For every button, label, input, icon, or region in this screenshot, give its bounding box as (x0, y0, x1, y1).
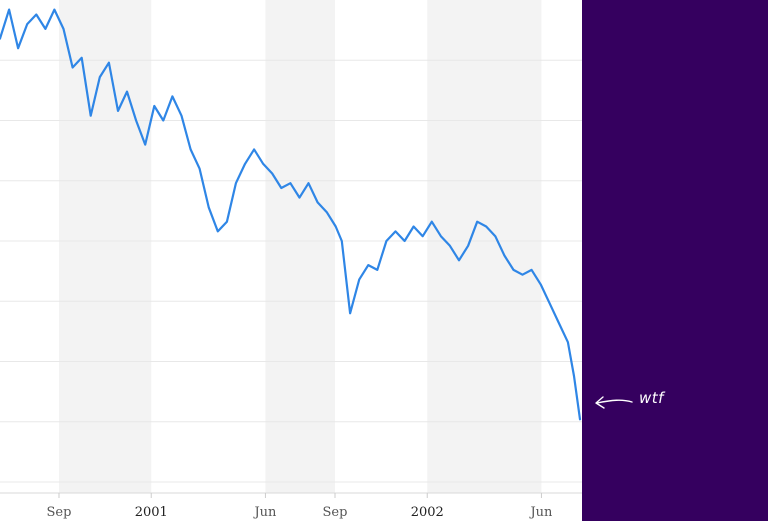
x-tick-label: 2002 (411, 505, 444, 520)
annotation-label: wtf (639, 389, 664, 407)
alternating-bands (58, 0, 542, 493)
band-2 (427, 0, 542, 493)
band-0 (58, 0, 152, 493)
side-panel (582, 0, 768, 521)
x-tick-label: Sep (47, 505, 72, 520)
x-tick-label: Jun (252, 505, 277, 520)
horizontal-gridlines (0, 59, 582, 483)
stock-line-chart: Sep 2001 Jun Sep 2002 Jun (0, 0, 582, 521)
annotation-arrow-icon (595, 396, 633, 409)
series-lines (0, 8, 582, 421)
x-axis-ticks: Sep 2001 Jun Sep 2002 Jun (47, 493, 553, 520)
band-1 (265, 0, 335, 493)
chart-canvas: Sep 2001 Jun Sep 2002 Jun (0, 0, 582, 520)
x-tick-label: Sep (323, 505, 348, 520)
series-line-0 (0, 8, 582, 421)
x-tick-label: Jun (528, 505, 553, 520)
x-tick-label: 2001 (135, 505, 168, 520)
